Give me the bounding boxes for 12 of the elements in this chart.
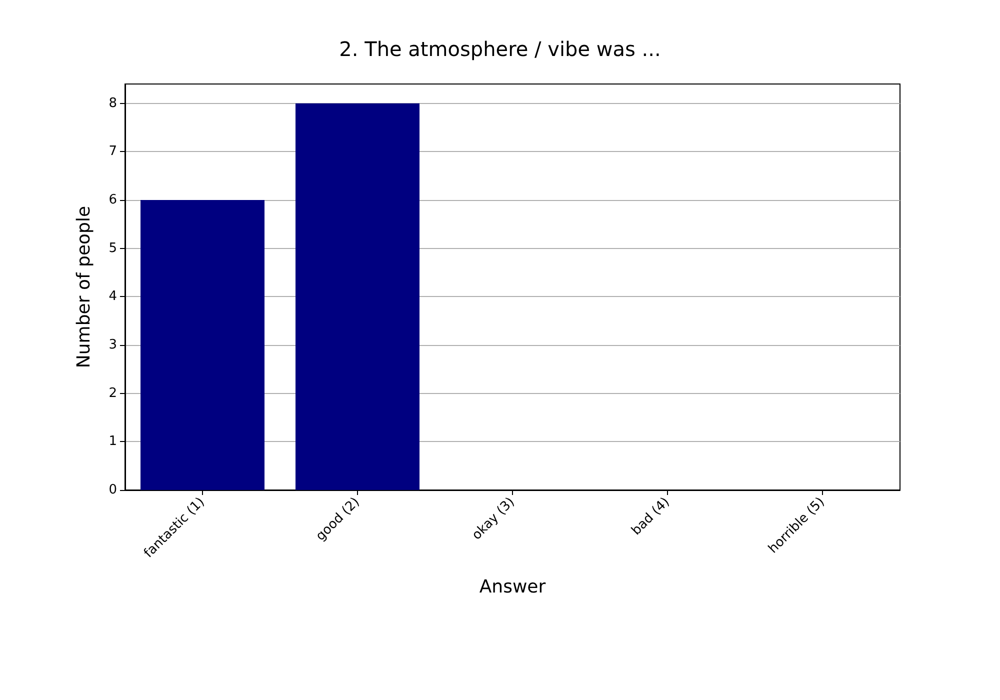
y-tick-label: 5	[108, 240, 117, 256]
y-tick-label: 0	[108, 482, 117, 498]
y-tick-label: 1	[108, 434, 117, 450]
y-axis-title: Number of people	[74, 206, 94, 368]
y-tick-label: 6	[108, 192, 117, 208]
y-tick-label: 3	[108, 338, 117, 352]
y-tick-label: 8	[108, 96, 117, 111]
chart-title: 2. The atmosphere / vibe was ...	[339, 37, 661, 61]
y-tick-label: 4	[108, 289, 117, 304]
y-tick-label: 7	[108, 144, 117, 160]
y-tick-label: 2	[108, 386, 117, 401]
x-axis-title: Answer	[479, 576, 546, 598]
